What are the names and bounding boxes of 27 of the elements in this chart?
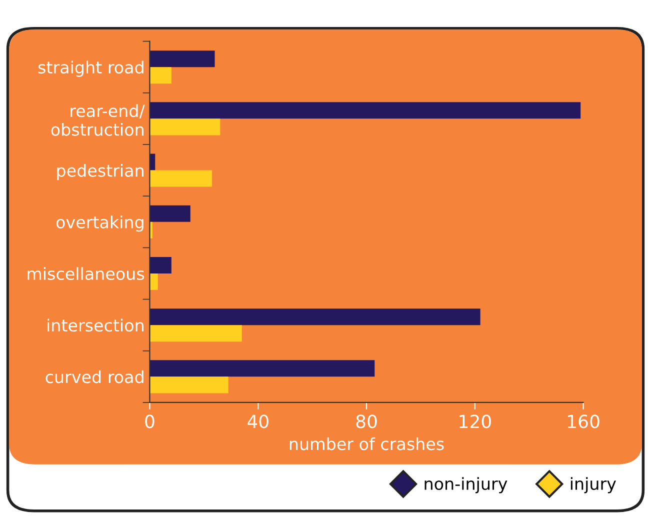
x-tick-label: 40	[248, 414, 268, 428]
y-tick-label: rear-end/ obstruction	[51, 104, 145, 136]
bar	[150, 170, 212, 187]
bar	[150, 205, 190, 222]
x-tick-label: 80	[356, 414, 377, 428]
y-tick-label: pedestrian	[57, 164, 144, 180]
bar	[150, 376, 228, 394]
bar	[150, 50, 215, 68]
legend-label: non-injury	[424, 477, 508, 494]
y-tick-label: curved road	[46, 370, 144, 384]
bar	[150, 67, 172, 84]
bar	[150, 308, 480, 326]
y-tick-label: overtaking	[56, 216, 144, 232]
bar	[150, 102, 581, 119]
bar	[150, 325, 242, 342]
x-axis-title: number of crashes	[290, 437, 444, 450]
x-tick-label: 0	[145, 414, 154, 428]
y-tick-label: intersection	[48, 318, 144, 332]
legend-label: injury	[570, 477, 616, 494]
bar	[150, 273, 158, 290]
bar	[150, 360, 375, 377]
y-tick-label: miscellaneous	[28, 267, 144, 280]
bar	[150, 118, 220, 136]
bar	[150, 256, 172, 274]
y-tick-label: straight road	[38, 60, 144, 77]
x-tick-label: 120	[460, 414, 491, 428]
x-tick-label: 160	[568, 414, 600, 428]
